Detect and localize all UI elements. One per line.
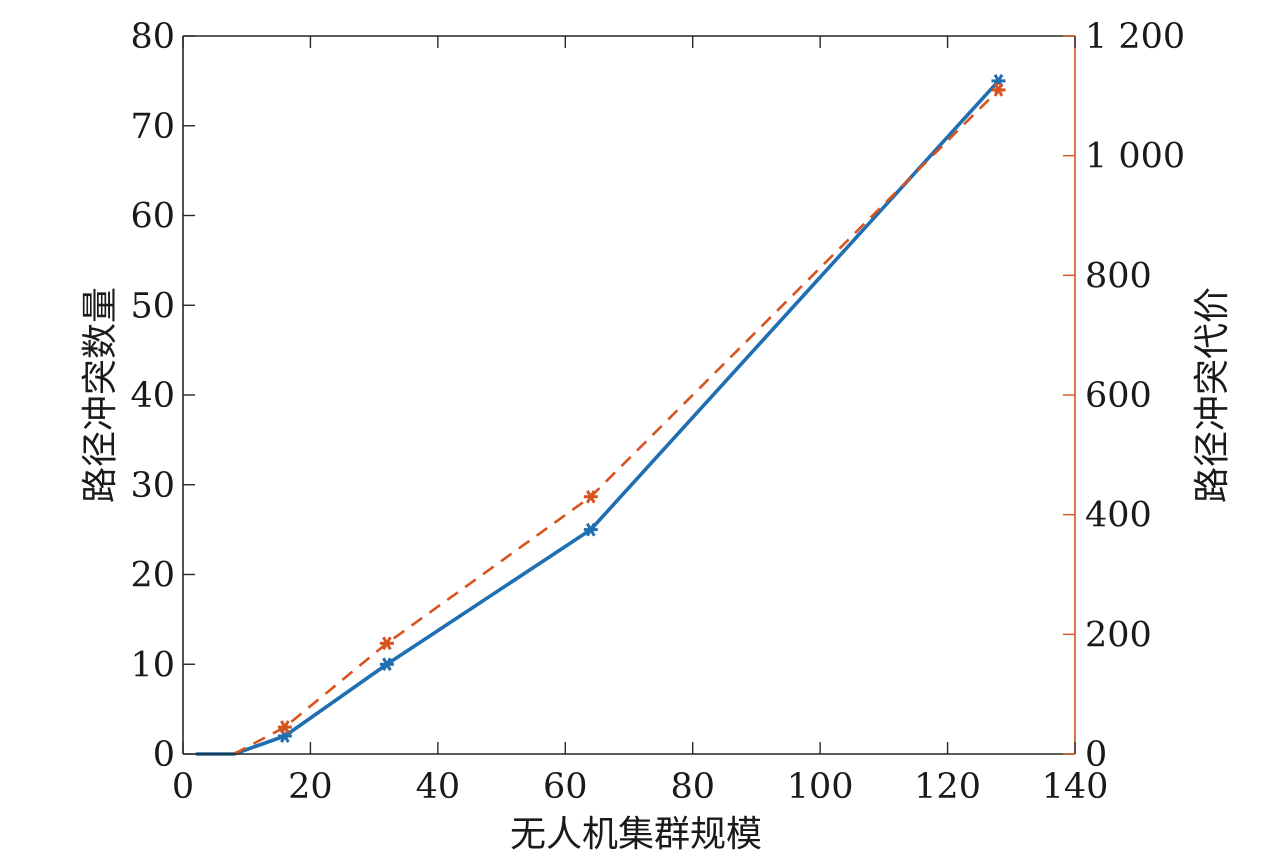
marker-left-64 <box>583 522 598 537</box>
marker-layer <box>277 74 1006 743</box>
series-line-left <box>195 79 1000 756</box>
marker-left-32 <box>379 657 394 672</box>
marker-right-64 <box>583 489 598 504</box>
left-y-tick-label: 20 <box>130 556 175 596</box>
series-layer <box>195 79 1000 756</box>
labels-layer: 0 20 40 60 80 100 120 1400102030405060708002004… <box>130 17 1185 807</box>
series-line-right <box>233 88 1000 756</box>
right-y-tick-label: 200 <box>1085 615 1152 655</box>
right-y-axis-title: 路径冲突代价 <box>1192 287 1233 503</box>
x-tick-label: 0 <box>172 767 194 807</box>
left-y-tick-label: 60 <box>130 197 175 237</box>
x-axis-title: 无人机集群规模 <box>510 814 762 855</box>
x-tick-label: 100 <box>787 767 854 807</box>
left-y-tick-label: 30 <box>130 466 175 506</box>
left-y-tick-label: 50 <box>130 286 175 326</box>
left-y-tick-label: 80 <box>130 17 175 57</box>
x-tick-label: 80 <box>670 767 715 807</box>
marker-right-32 <box>379 636 394 651</box>
left-y-tick-label: 40 <box>130 376 175 416</box>
right-y-tick-label: 400 <box>1085 496 1152 536</box>
marker-right-128 <box>991 83 1006 97</box>
x-tick-label: 40 <box>416 767 461 807</box>
left-y-axis-title: 路径冲突数量 <box>80 287 121 503</box>
right-y-tick-label: 1 200 <box>1085 17 1185 57</box>
right-y-tick-label: 1 000 <box>1085 137 1185 177</box>
left-y-tick-label: 70 <box>130 107 175 147</box>
right-y-tick-label: 600 <box>1085 376 1152 416</box>
right-y-tick-label: 800 <box>1085 256 1152 296</box>
right-y-tick-label: 0 <box>1085 735 1107 775</box>
x-tick-label: 120 <box>914 767 981 807</box>
x-tick-label: 60 <box>543 767 588 807</box>
x-tick-label: 140 <box>1042 767 1109 807</box>
marker-right-16 <box>277 720 292 734</box>
left-y-tick-label: 0 <box>153 735 175 775</box>
x-tick-label: 20 <box>288 767 333 807</box>
ticks-layer <box>182 35 1076 755</box>
left-y-tick-label: 10 <box>130 645 175 685</box>
